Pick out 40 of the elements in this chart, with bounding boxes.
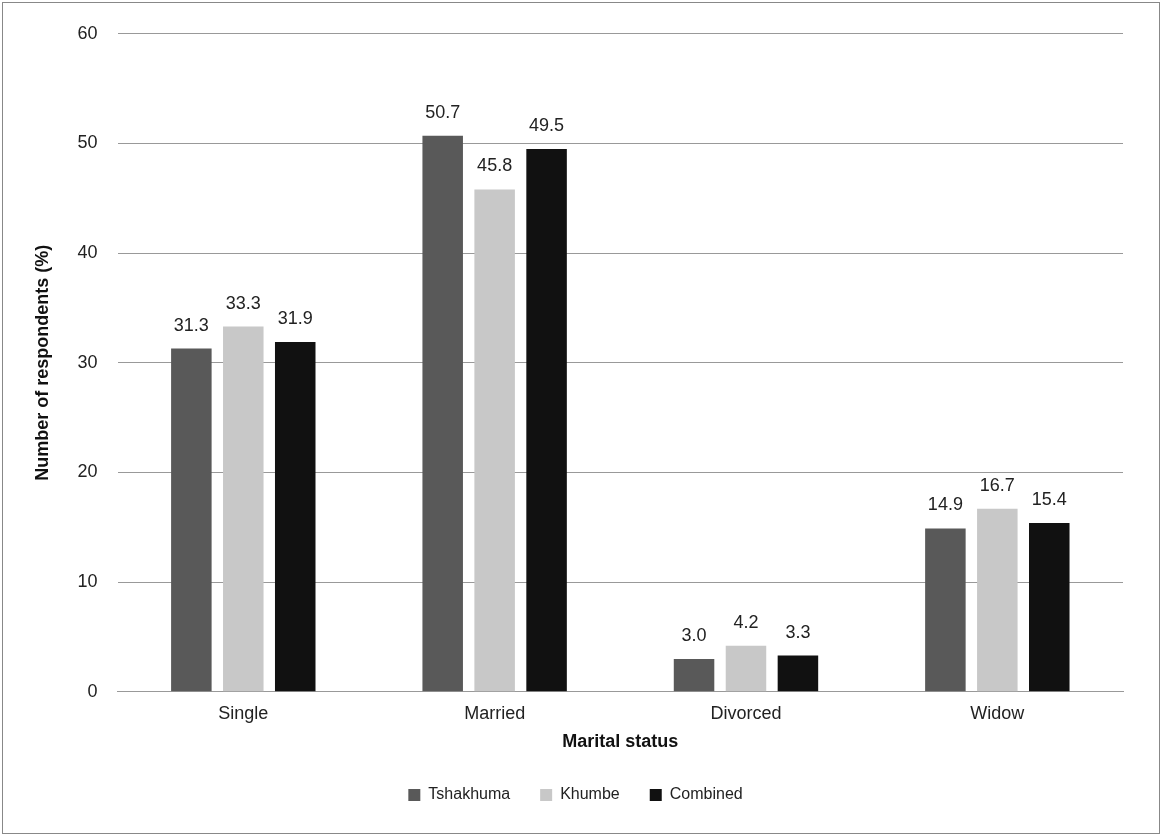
data-label: 45.8: [477, 155, 513, 176]
data-label: 14.9: [927, 494, 963, 515]
bar: [474, 189, 515, 692]
x-tick-label: Married: [464, 702, 526, 723]
bar: [925, 528, 966, 692]
data-label: 4.2: [733, 611, 759, 632]
data-label: 50.7: [425, 101, 461, 122]
x-axis-title: Marital status: [562, 731, 679, 752]
legend-label: Khumbe: [560, 785, 620, 803]
data-label: 3.3: [785, 621, 811, 642]
y-tick-label: 0: [87, 680, 98, 701]
y-tick-label: 30: [77, 351, 98, 372]
legend-label: Tshakhuma: [428, 785, 511, 803]
bar: [725, 645, 767, 692]
x-tick-label: Single: [218, 702, 269, 723]
y-tick-label: 60: [77, 22, 98, 43]
bar: [223, 326, 264, 692]
y-tick-label: 20: [77, 461, 98, 482]
bar: [526, 148, 567, 692]
x-tick-label: Widow: [970, 702, 1026, 723]
bar: [1029, 522, 1070, 692]
data-label: 16.7: [979, 474, 1015, 495]
data-label: 31.9: [277, 307, 313, 328]
bar: [274, 341, 316, 692]
x-tick-label: Divorced: [710, 702, 782, 723]
data-label: 15.4: [1031, 488, 1067, 509]
data-label: 3.0: [681, 624, 707, 645]
bar: [977, 508, 1018, 692]
y-tick-label: 50: [77, 132, 98, 153]
bar: [777, 655, 819, 692]
bar: [422, 135, 463, 692]
y-tick-label: 40: [77, 242, 98, 263]
data-label: 31.3: [173, 314, 209, 335]
legend-label: Combined: [669, 785, 743, 803]
bar: [171, 348, 212, 692]
data-label: 33.3: [225, 292, 261, 313]
y-tick-label: 10: [77, 571, 98, 592]
data-label: 49.5: [529, 114, 565, 135]
y-axis-title: Number of respondents (%): [31, 244, 52, 481]
bar: [673, 658, 715, 692]
